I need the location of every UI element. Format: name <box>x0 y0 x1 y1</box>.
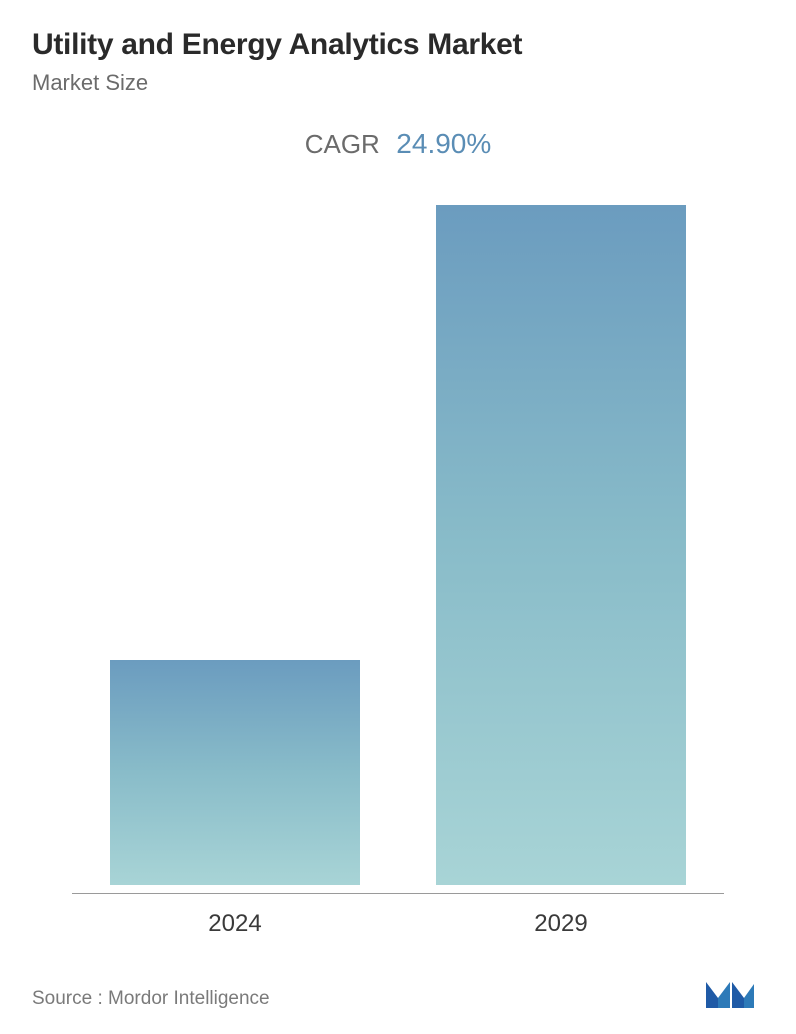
cagr-label: CAGR <box>305 129 380 159</box>
x-label-2029: 2029 <box>431 910 691 938</box>
chart-title: Utility and Energy Analytics Market <box>32 28 764 62</box>
x-axis-labels: 2024 2029 <box>32 910 764 938</box>
bar-wrapper-2024 <box>105 660 365 885</box>
x-label-2024: 2024 <box>105 910 365 938</box>
cagr-row: CAGR 24.90% <box>32 128 764 160</box>
mordor-logo-icon <box>704 974 756 1010</box>
bar-2029 <box>436 205 686 885</box>
source-attribution: Source : Mordor Intelligence <box>32 988 270 1010</box>
chart-plot-area <box>32 180 764 885</box>
chart-subtitle: Market Size <box>32 70 764 96</box>
bar-2024 <box>110 660 360 885</box>
cagr-value: 24.90% <box>396 128 491 159</box>
chart-footer: Source : Mordor Intelligence <box>32 974 764 1014</box>
chart-container: Utility and Energy Analytics Market Mark… <box>0 0 796 1034</box>
chart-baseline <box>72 893 724 894</box>
bar-wrapper-2029 <box>431 205 691 885</box>
